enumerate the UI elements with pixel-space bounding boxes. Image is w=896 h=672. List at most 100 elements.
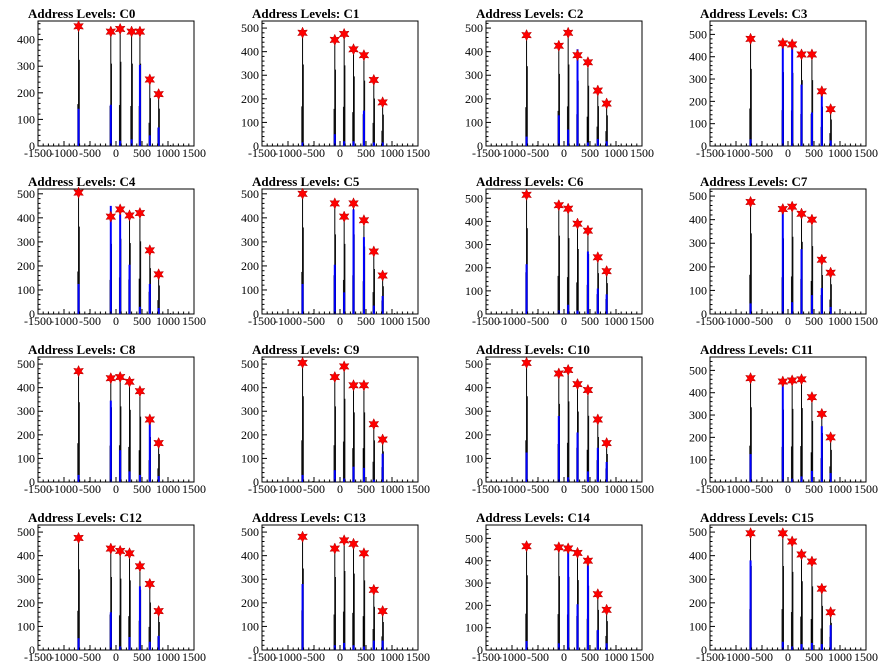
histogram-panel: 0 100 200 300 400 500 -1500 -1000 -500 0 500 1000 15… bbox=[0, 504, 224, 672]
x-tick-label: -500 bbox=[751, 146, 773, 160]
x-tick-label: 500 bbox=[357, 482, 375, 496]
peak-marker bbox=[825, 606, 837, 619]
peak-marker bbox=[825, 266, 837, 279]
x-tick-label: -1000 bbox=[498, 146, 526, 160]
x-tick-label: 500 bbox=[357, 146, 375, 160]
x-tick-label: 1000 bbox=[156, 314, 180, 328]
y-tick-label: 300 bbox=[17, 572, 35, 586]
x-tick-label: -1000 bbox=[50, 482, 78, 496]
plot-frame bbox=[709, 188, 867, 315]
y-tick-label: 0 bbox=[253, 307, 259, 321]
x-tick-label: -1500 bbox=[248, 482, 276, 496]
peak-marker bbox=[338, 210, 350, 223]
peak-marker bbox=[592, 251, 604, 264]
y-tick-label: 400 bbox=[17, 211, 35, 225]
peak-marker bbox=[592, 413, 604, 426]
x-tick-label: -1000 bbox=[274, 146, 302, 160]
peak-marker bbox=[601, 603, 613, 617]
y-tick-label: 200 bbox=[465, 598, 483, 612]
x-tick-label: 500 bbox=[805, 314, 823, 328]
x-tick-label: -500 bbox=[751, 482, 773, 496]
y-tick-label: 0 bbox=[701, 475, 707, 489]
y-tick-label: 0 bbox=[253, 139, 259, 153]
y-tick-label: 0 bbox=[701, 307, 707, 321]
x-tick-label: -500 bbox=[79, 650, 101, 664]
y-tick-label: 200 bbox=[241, 259, 259, 273]
y-tick-label: 400 bbox=[17, 381, 35, 395]
plot-frame bbox=[485, 188, 643, 315]
x-tick-label: -1000 bbox=[50, 314, 78, 328]
x-tick-label: -500 bbox=[79, 314, 101, 328]
peak-marker bbox=[329, 197, 341, 210]
y-tick-label: 400 bbox=[689, 549, 707, 563]
x-tick-label: -1500 bbox=[248, 146, 276, 160]
x-tick-label: 0 bbox=[113, 314, 119, 328]
y-tick-label: 200 bbox=[241, 92, 259, 106]
peak-marker bbox=[114, 22, 126, 36]
peak-marker bbox=[816, 407, 828, 421]
peak-marker bbox=[816, 85, 828, 98]
histogram-panel: 0 100 200 300 400 500 -1500 -1000 -500 0 500 1000 15… bbox=[672, 504, 896, 672]
chart-title: Address Levels: C2 bbox=[476, 6, 584, 21]
y-tick-label: 500 bbox=[465, 21, 483, 35]
x-tick-label: 500 bbox=[133, 146, 151, 160]
y-tick-label: 200 bbox=[17, 596, 35, 610]
y-tick-label: 500 bbox=[465, 531, 483, 545]
peak-marker bbox=[144, 73, 156, 86]
x-tick-label: 500 bbox=[581, 146, 599, 160]
x-tick-label: -1500 bbox=[696, 146, 724, 160]
x-tick-label: -1500 bbox=[248, 314, 276, 328]
peak-marker bbox=[368, 245, 380, 258]
x-tick-label: 0 bbox=[113, 146, 119, 160]
peak-marker bbox=[777, 527, 789, 540]
y-tick-label: 0 bbox=[29, 475, 35, 489]
peak-marker bbox=[73, 531, 84, 545]
peak-marker bbox=[601, 436, 613, 450]
y-tick-label: 500 bbox=[241, 21, 259, 35]
x-tick-label: -1000 bbox=[50, 146, 78, 160]
x-tick-label: -1500 bbox=[472, 146, 500, 160]
peak-marker bbox=[358, 547, 370, 560]
x-tick-label: 1500 bbox=[630, 482, 654, 496]
histogram-panel: 0 100 200 300 400 500 -1500 -1000 -500 0 500 1000 15… bbox=[224, 504, 448, 672]
x-tick-label: 1000 bbox=[380, 650, 404, 664]
plot-frame bbox=[37, 20, 195, 147]
peak-marker bbox=[358, 214, 370, 227]
y-tick-label: 0 bbox=[701, 139, 707, 153]
y-tick-label: 200 bbox=[465, 428, 483, 442]
x-tick-label: 500 bbox=[581, 314, 599, 328]
peak-marker bbox=[796, 48, 807, 61]
y-tick-label: 500 bbox=[689, 363, 707, 377]
x-tick-label: 1000 bbox=[604, 314, 628, 328]
y-tick-label: 100 bbox=[241, 115, 259, 129]
peak-marker bbox=[521, 539, 532, 553]
x-tick-label: 1000 bbox=[380, 146, 404, 160]
y-tick-label: 100 bbox=[241, 451, 259, 465]
plot-frame bbox=[261, 356, 419, 483]
histogram-panel: 0 100 200 300 400 500 -1500 -1000 -500 0 500 1000 15… bbox=[672, 168, 896, 336]
peak-marker bbox=[601, 264, 613, 278]
x-tick-label: -500 bbox=[751, 314, 773, 328]
x-tick-label: 1000 bbox=[828, 146, 852, 160]
x-tick-label: -500 bbox=[527, 314, 549, 328]
peak-marker bbox=[825, 431, 837, 444]
x-tick-label: 0 bbox=[785, 314, 791, 328]
chart-title: Address Levels: C14 bbox=[476, 510, 590, 525]
histogram-plot: 0 100 200 300 400 500 -1500-1000 -500 0 500 1000 15… bbox=[465, 524, 654, 664]
peak-marker bbox=[114, 370, 126, 384]
peak-marker bbox=[777, 375, 789, 388]
peak-marker bbox=[329, 542, 341, 555]
chart-title: Address Levels: C0 bbox=[28, 6, 136, 21]
peak-marker bbox=[105, 25, 117, 38]
x-tick-label: -500 bbox=[79, 146, 101, 160]
y-tick-label: 0 bbox=[701, 643, 707, 657]
y-tick-label: 200 bbox=[465, 92, 483, 106]
y-tick-label: 400 bbox=[465, 554, 483, 568]
x-tick-label: 0 bbox=[337, 314, 343, 328]
x-tick-label: -1500 bbox=[472, 650, 500, 664]
peak-marker bbox=[126, 25, 137, 38]
y-tick-label: 400 bbox=[241, 549, 259, 563]
x-tick-label: 1500 bbox=[406, 146, 430, 160]
y-tick-label: 400 bbox=[465, 214, 483, 228]
histogram-plot: 0 100 200 300 400 500 -1500-1000 -500 0 500 1000 15… bbox=[241, 20, 430, 160]
